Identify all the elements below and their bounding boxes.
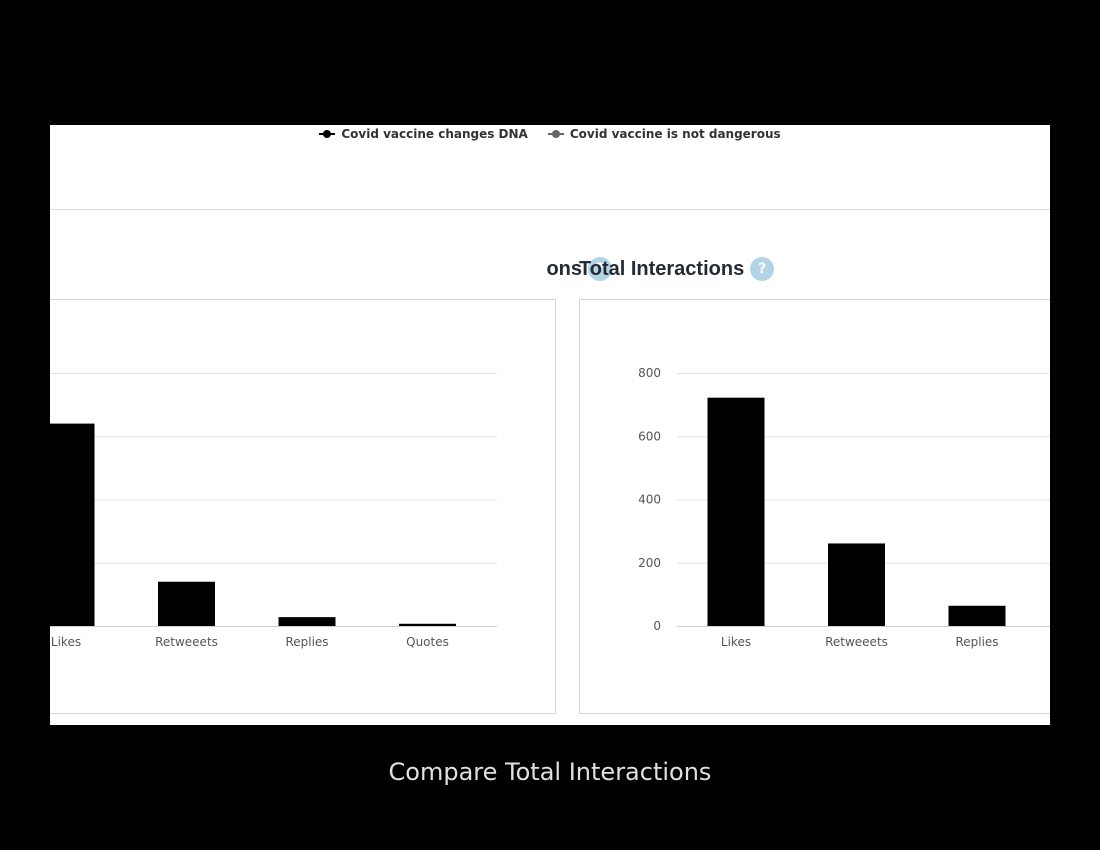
x-tick-label: Quotes (406, 635, 449, 649)
bar-retweeets (158, 581, 215, 626)
bottom-caption: Compare Total Interactions (388, 758, 712, 786)
left-panel-title: ons ? (546, 256, 612, 282)
legend-item-not-dangerous[interactable]: Covid vaccine is not dangerous (547, 127, 781, 141)
legend-marker-icon (547, 129, 564, 139)
bar-quotes (399, 623, 456, 626)
legend-item-dna[interactable]: Covid vaccine changes DNA (319, 127, 528, 141)
x-tick-label: Likes (721, 635, 751, 649)
section-divider (50, 209, 1050, 210)
y-tick-label: 800 (638, 366, 661, 380)
right-bar-chart: 0 200 400 600 800 Likes Retweeets Replies (638, 366, 1050, 649)
right-panel-title: Total Interactions ? (579, 256, 775, 282)
left-chart-panel: Likes Retweeets Replies Quotes (50, 299, 556, 714)
x-tick-label: Retweeets (155, 635, 218, 649)
chart-screen: Covid vaccine changes DNA Covid vaccine … (50, 125, 1050, 725)
legend-label: Covid vaccine changes DNA (341, 127, 528, 141)
legend-marker-icon (319, 129, 336, 139)
left-panel-title-text: ons (546, 257, 582, 280)
y-tick-label: 400 (638, 493, 661, 507)
bar-replies (278, 617, 336, 626)
help-icon[interactable]: ? (588, 257, 612, 281)
bar-replies (948, 605, 1006, 626)
bar-retweeets (828, 543, 885, 626)
x-tick-label: Likes (51, 635, 81, 649)
chart-legend: Covid vaccine changes DNA Covid vaccine … (50, 125, 1050, 143)
help-icon[interactable]: ? (750, 257, 775, 281)
x-tick-label: Replies (285, 635, 328, 649)
right-chart-panel: 0 200 400 600 800 Likes Retweeets Replies (579, 299, 1050, 714)
y-tick-label: 600 (638, 429, 661, 443)
x-tick-label: Retweeets (825, 635, 888, 649)
legend-label: Covid vaccine is not dangerous (569, 127, 781, 141)
left-bar-chart: Likes Retweeets Replies Quotes (50, 373, 497, 649)
bar-likes (50, 423, 95, 626)
bar-likes (707, 397, 765, 626)
y-tick-label: 0 (653, 619, 661, 633)
right-panel-title-text: Total Interactions (579, 257, 745, 280)
y-tick-label: 200 (638, 556, 661, 570)
x-tick-label: Replies (955, 635, 998, 649)
